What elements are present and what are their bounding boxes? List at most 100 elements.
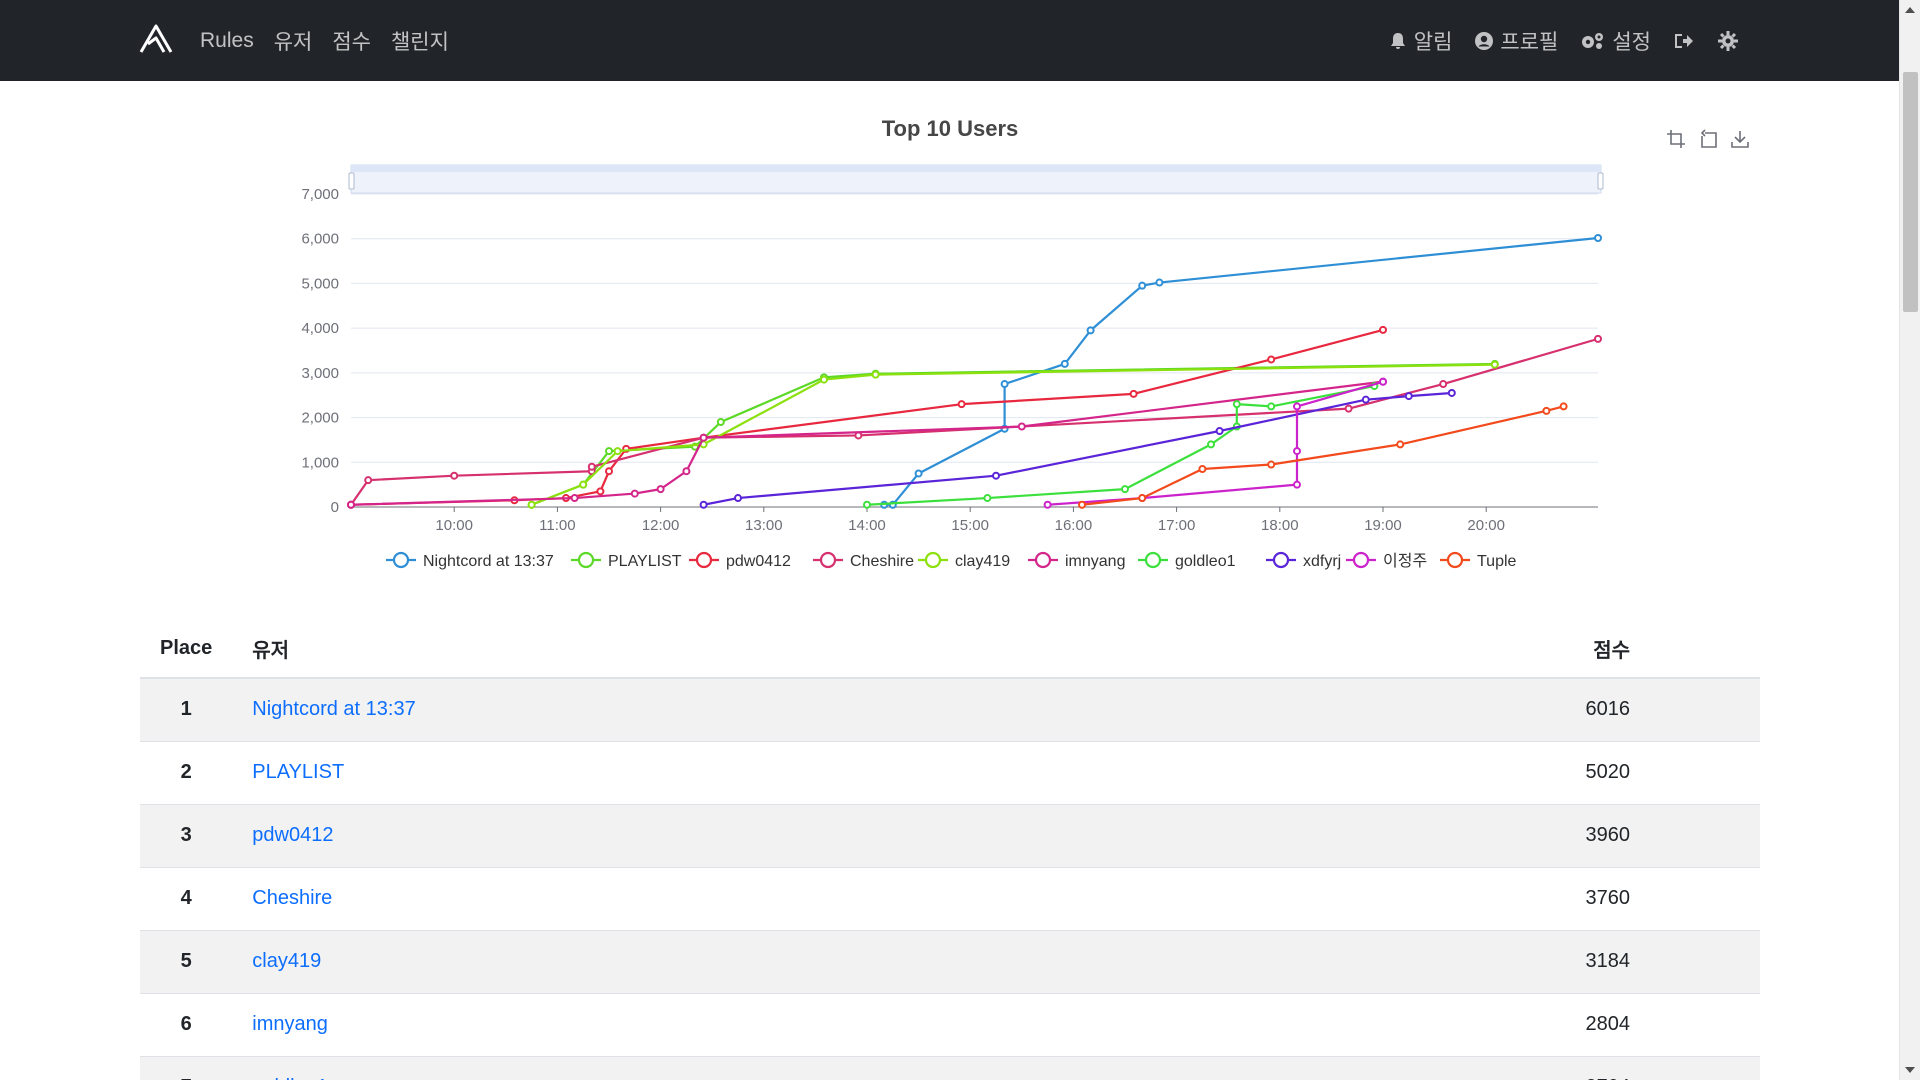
legend-item-label[interactable]: clay419 (955, 553, 1010, 570)
download-icon[interactable] (1730, 129, 1750, 149)
data-point[interactable] (820, 375, 828, 384)
page-scrollbar[interactable] (1899, 0, 1920, 1080)
data-point[interactable] (1490, 360, 1499, 369)
data-point[interactable] (347, 500, 355, 509)
nav-link-users[interactable]: 유저 (273, 30, 313, 54)
data-point[interactable] (579, 480, 588, 489)
data-point[interactable] (1155, 278, 1164, 287)
data-point[interactable] (613, 447, 622, 456)
data-point[interactable] (1361, 395, 1370, 404)
legend-marker[interactable] (1446, 551, 1464, 569)
data-point[interactable] (1404, 392, 1413, 401)
zoom-reset-icon[interactable] (1698, 129, 1718, 149)
legend-marker[interactable] (392, 551, 410, 569)
data-point[interactable] (1138, 494, 1147, 503)
data-point[interactable] (863, 500, 871, 509)
data-point[interactable] (716, 418, 725, 427)
data-point[interactable] (1379, 325, 1387, 334)
data-point[interactable] (596, 487, 605, 496)
nav-link-scores[interactable]: 점수 (332, 30, 371, 54)
user-link[interactable]: goldleo1 (252, 1076, 328, 1080)
legend-item-label[interactable]: 이정주 (1383, 552, 1427, 570)
data-point[interactable] (1198, 464, 1207, 473)
data-point[interactable] (1293, 402, 1301, 411)
user-link[interactable]: clay419 (252, 950, 322, 972)
legend-item-label[interactable]: Tuple (1477, 553, 1517, 570)
data-point[interactable] (1344, 404, 1353, 413)
data-point[interactable] (1594, 334, 1602, 343)
legend-item-label[interactable]: pdw0412 (726, 553, 791, 570)
data-point[interactable] (1379, 377, 1387, 386)
user-link[interactable]: imnyang (252, 1013, 328, 1035)
datazoom-left-handle[interactable] (348, 172, 355, 190)
legend-item-label[interactable]: Nightcord at 13:37 (423, 553, 554, 570)
data-point[interactable] (1138, 281, 1147, 290)
data-point[interactable] (1267, 402, 1276, 411)
legend-marker[interactable] (819, 551, 837, 569)
legend-item-label[interactable]: PLAYLIST (608, 553, 682, 570)
data-point[interactable] (734, 494, 742, 503)
user-link[interactable]: PLAYLIST (252, 761, 345, 783)
data-point[interactable] (1017, 422, 1026, 431)
legend-marker[interactable] (1272, 551, 1290, 569)
data-point[interactable] (1594, 233, 1602, 242)
profile-link[interactable]: 프로필 (1474, 26, 1558, 56)
logout-link[interactable] (1673, 31, 1695, 51)
user-link[interactable]: pdw0412 (252, 824, 334, 846)
data-point[interactable] (1267, 355, 1276, 364)
data-point[interactable] (630, 489, 639, 498)
data-point[interactable] (570, 494, 579, 503)
nav-link-challenges[interactable]: 챌린지 (390, 30, 449, 54)
theme-toggle[interactable] (1717, 30, 1739, 52)
data-point[interactable] (1121, 485, 1129, 494)
nav-link-rules[interactable]: Rules (200, 28, 254, 52)
data-point[interactable] (1043, 500, 1052, 509)
data-point[interactable] (605, 467, 613, 476)
data-point[interactable] (871, 370, 880, 379)
legend-item-label[interactable]: Cheshire (850, 553, 914, 570)
data-point[interactable] (1293, 447, 1301, 456)
legend-marker[interactable] (1352, 551, 1370, 569)
user-link[interactable]: Nightcord at 13:37 (252, 698, 416, 721)
data-point[interactable] (699, 500, 708, 509)
legend-item-label[interactable]: goldleo1 (1175, 553, 1236, 570)
data-point[interactable] (957, 400, 966, 409)
legend-marker[interactable] (1144, 551, 1162, 569)
settings-link[interactable]: 설정 (1580, 26, 1651, 56)
data-point[interactable] (1439, 380, 1448, 389)
data-point[interactable] (699, 433, 708, 442)
data-point[interactable] (1086, 326, 1095, 335)
data-point[interactable] (1078, 500, 1086, 509)
data-point[interactable] (1559, 402, 1568, 411)
datazoom-right-handle[interactable] (1597, 172, 1604, 190)
scroll-up-arrow[interactable] (1905, 7, 1915, 13)
legend-marker[interactable] (695, 551, 713, 569)
zoom-icon[interactable] (1666, 129, 1686, 149)
data-point[interactable] (1293, 480, 1301, 489)
data-point[interactable] (1267, 460, 1276, 469)
legend-marker[interactable] (577, 551, 595, 569)
data-point[interactable] (992, 471, 1000, 480)
data-point[interactable] (1060, 359, 1069, 368)
data-point[interactable] (1215, 426, 1224, 435)
data-point[interactable] (1232, 400, 1241, 409)
logo-icon[interactable] (138, 20, 174, 56)
data-point[interactable] (914, 469, 923, 478)
data-point[interactable] (1396, 440, 1405, 449)
data-point[interactable] (1000, 380, 1009, 389)
scroll-thumb[interactable] (1903, 72, 1918, 312)
data-point[interactable] (1447, 388, 1456, 397)
data-point[interactable] (587, 462, 596, 471)
legend-item-label[interactable]: xdfyrj (1303, 553, 1341, 570)
data-point[interactable] (527, 500, 536, 509)
data-point[interactable] (605, 447, 613, 456)
data-point[interactable] (364, 476, 373, 485)
scroll-down-arrow[interactable] (1905, 1067, 1915, 1073)
data-point[interactable] (1207, 440, 1215, 449)
legend-marker[interactable] (1034, 551, 1052, 569)
data-point[interactable] (682, 467, 691, 476)
data-point[interactable] (656, 485, 665, 494)
data-point[interactable] (1129, 389, 1138, 398)
legend-item-label[interactable]: imnyang (1065, 553, 1125, 570)
notifications-link[interactable]: 알림 (1388, 26, 1452, 56)
